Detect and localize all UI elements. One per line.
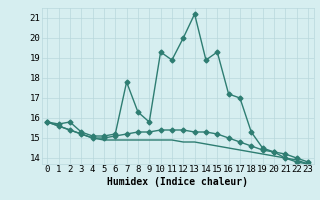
X-axis label: Humidex (Indice chaleur): Humidex (Indice chaleur) [107, 177, 248, 187]
